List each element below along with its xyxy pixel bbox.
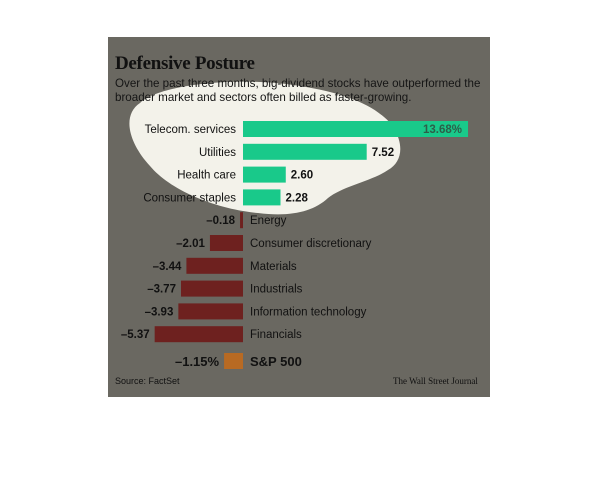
category-label-benchmark: S&P 500 bbox=[250, 354, 302, 369]
bar-utilities bbox=[243, 143, 367, 160]
bar-consumer-discretionary bbox=[209, 235, 243, 251]
value-label-industrials: –3.77 bbox=[147, 284, 176, 296]
bar-information-technology bbox=[178, 303, 243, 320]
value-label-utilities: 7.52 bbox=[372, 147, 394, 159]
value-label-consumer-staples: 2.28 bbox=[286, 192, 309, 204]
value-label-information-technology: –3.93 bbox=[145, 306, 174, 318]
bar-energy bbox=[240, 212, 243, 229]
category-label-consumer-discretionary: Consumer discretionary bbox=[250, 238, 372, 250]
category-label-utilities: Utilities bbox=[199, 147, 236, 159]
bar-materials bbox=[186, 257, 243, 274]
bar-health-care bbox=[243, 166, 286, 183]
category-label-industrials: Industrials bbox=[250, 284, 303, 296]
category-label-telecom-services: Telecom. services bbox=[145, 124, 237, 136]
value-label-materials: –3.44 bbox=[153, 261, 182, 273]
value-label-financials: –5.37 bbox=[121, 329, 150, 341]
category-label-materials: Materials bbox=[250, 261, 297, 273]
bar-telecom-services bbox=[243, 121, 469, 137]
credit-line: The Wall Street Journal bbox=[393, 376, 478, 386]
value-label-health-care: 2.60 bbox=[291, 170, 313, 182]
value-label-consumer-discretionary: –2.01 bbox=[176, 238, 205, 250]
category-label-information-technology: Information technology bbox=[250, 306, 367, 318]
category-label-consumer-staples: Consumer staples bbox=[143, 192, 236, 204]
category-label-energy: Energy bbox=[250, 215, 287, 227]
bar-consumer-staples bbox=[243, 189, 281, 206]
bar-benchmark bbox=[224, 353, 243, 369]
chart-subtitle: Over the past three months, big-dividend… bbox=[115, 77, 481, 104]
category-label-financials: Financials bbox=[250, 329, 302, 341]
value-label-telecom-services: 13.68% bbox=[423, 124, 462, 136]
source-note: Source: FactSet bbox=[115, 376, 180, 386]
bar-industrials bbox=[180, 280, 243, 297]
bar-financials bbox=[154, 326, 243, 343]
value-label-energy: –0.18 bbox=[206, 215, 235, 227]
value-label-benchmark: –1.15% bbox=[175, 354, 220, 369]
chart-title: Defensive Posture bbox=[115, 53, 255, 74]
category-label-health-care: Health care bbox=[177, 170, 236, 182]
